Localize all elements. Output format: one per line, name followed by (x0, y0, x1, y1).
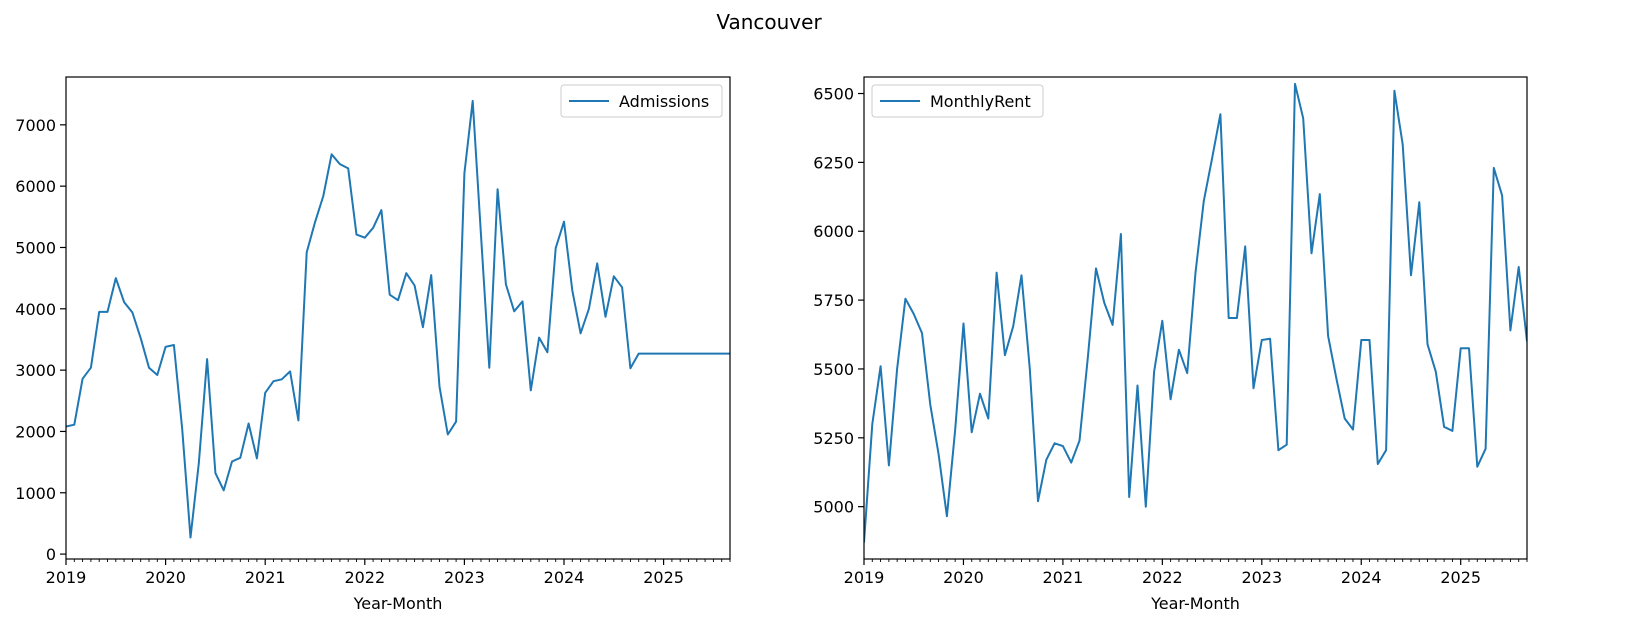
x-tick-label: 2021 (1043, 568, 1084, 587)
legend-label: Admissions (619, 92, 709, 111)
y-tick-label: 6000 (813, 222, 854, 241)
y-tick-label: 5000 (813, 498, 854, 517)
y-tick-label: 0 (46, 545, 56, 564)
y-tick-label: 7000 (15, 116, 56, 135)
y-tick-label: 5000 (15, 238, 56, 257)
x-tick-label: 2021 (245, 568, 286, 587)
x-tick-label: 2025 (643, 568, 684, 587)
y-tick-label: 6000 (15, 177, 56, 196)
x-axis-label: Year-Month (353, 594, 443, 613)
axes-frame (863, 76, 1528, 560)
x-tick-label: 2019 (844, 568, 885, 587)
x-tick-label: 2023 (444, 568, 485, 587)
legend-box (560, 84, 723, 118)
y-tick-label: 2000 (15, 422, 56, 441)
admissions-chart: 0 1000 2000 3000 4000 5000 6000 7000 2019 2020 202… (15, 76, 731, 613)
figure-title: Vancouver (716, 10, 822, 34)
y-tick-label: 6250 (813, 153, 854, 172)
x-tick-label: 2025 (1440, 568, 1481, 587)
monthly-rent-chart: 5000 5250 5500 5750 6000 6250 6500 2019 2020 2021… (813, 76, 1528, 613)
series-line-admissions (66, 99, 730, 539)
y-tick-label: 1000 (15, 484, 56, 503)
legend-box (871, 84, 1044, 118)
series-line-monthlyrent (864, 82, 1527, 543)
x-tick-label: 2020 (943, 568, 984, 587)
y-tick-label: 3000 (15, 361, 56, 380)
axes-frame (65, 76, 731, 560)
y-tick-label: 4000 (15, 300, 56, 319)
y-tick-label: 5750 (813, 291, 854, 310)
x-tick-label: 2022 (344, 568, 385, 587)
x-tick-label: 2023 (1241, 568, 1282, 587)
x-tick-label: 2024 (1341, 568, 1382, 587)
legend: MonthlyRent (871, 84, 1044, 118)
x-tick-label: 2020 (145, 568, 186, 587)
x-tick-label: 2022 (1142, 568, 1183, 587)
y-tick-label: 5500 (813, 360, 854, 379)
legend-label: MonthlyRent (930, 92, 1031, 111)
x-axis-label: Year-Month (1150, 594, 1240, 613)
y-tick-label: 6500 (813, 85, 854, 104)
legend: Admissions (560, 84, 723, 118)
x-tick-label: 2019 (46, 568, 87, 587)
x-tick-label: 2024 (544, 568, 585, 587)
y-tick-label: 5250 (813, 429, 854, 448)
